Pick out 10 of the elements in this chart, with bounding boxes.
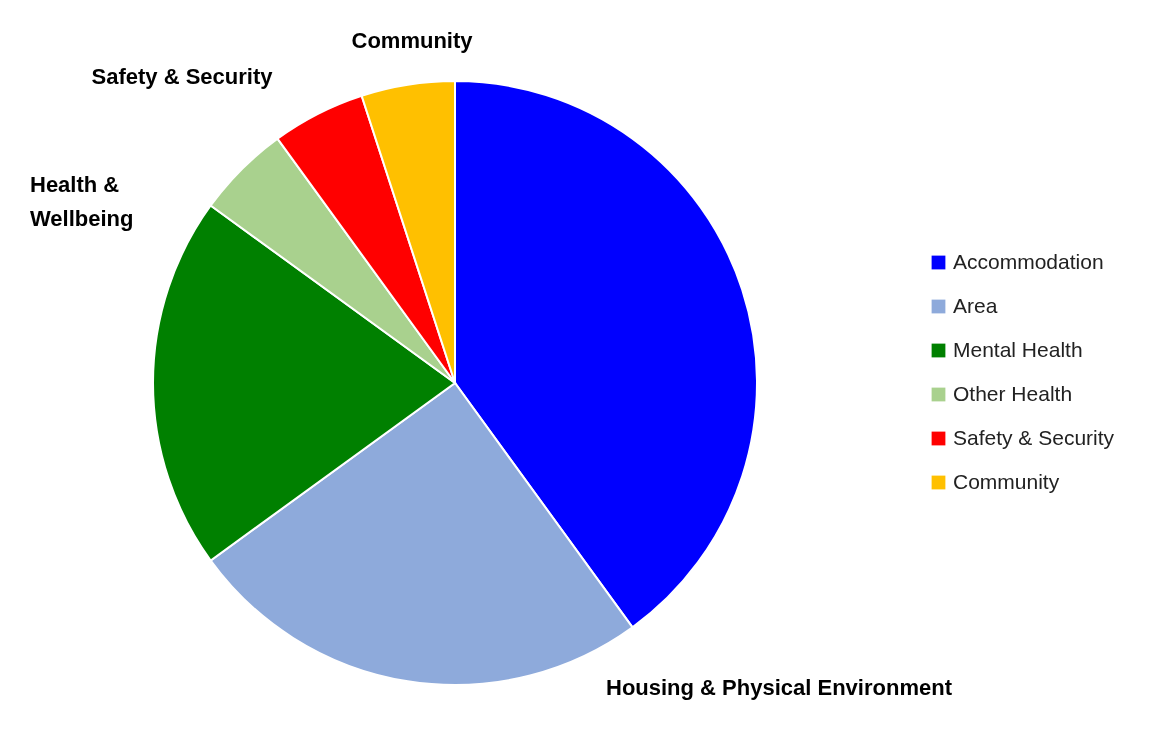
text: Safety & Security: [91, 64, 274, 89]
legend-label: Community: [953, 469, 1060, 493]
legend-label: Mental Health: [953, 337, 1083, 361]
legend-label: Safety & Security: [953, 425, 1115, 449]
text: Health & Wellbeing: [30, 172, 134, 231]
legend-label: Accommodation: [953, 249, 1104, 273]
legend-label: Area: [953, 293, 998, 317]
text: Housing & Physical Environment: [606, 675, 953, 700]
text: Community: [351, 28, 474, 53]
legend-label: Other Health: [953, 381, 1073, 405]
